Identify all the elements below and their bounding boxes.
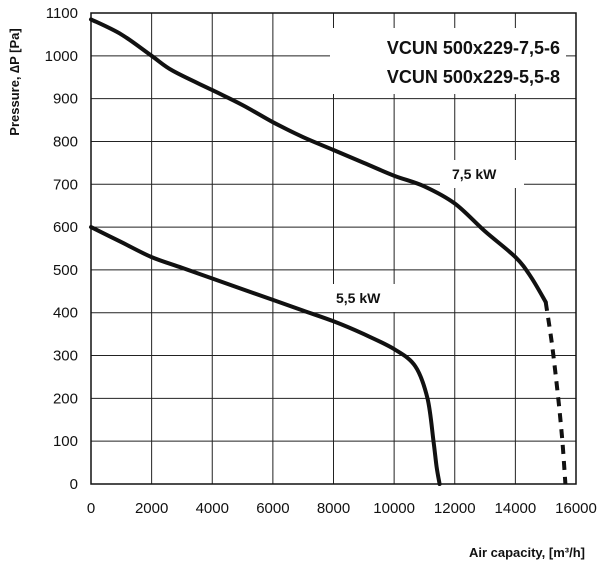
y-tick-label: 400 — [53, 305, 78, 322]
series-label-75kw: 7,5 kW — [452, 166, 497, 182]
x-tick-labels: 0 2000 4000 6000 8000 10000 12000 14000 16000 — [87, 500, 597, 517]
y-tick-label: 1100 — [46, 5, 78, 22]
y-tick-label: 100 — [53, 433, 78, 450]
model-label-line-2: VCUN 500x229-5,5-8 — [387, 67, 560, 87]
x-tick-label: 2000 — [135, 500, 168, 517]
y-tick-label: 800 — [53, 133, 78, 150]
series-label-55-bg — [326, 284, 396, 312]
x-tick-label: 8000 — [317, 500, 350, 517]
series-label-55kw: 5,5 kW — [336, 290, 381, 306]
x-axis-title: Air capacity, [m³/h] — [469, 545, 585, 560]
x-tick-label: 10000 — [373, 500, 415, 517]
y-tick-label: 300 — [53, 348, 78, 365]
x-tick-label: 14000 — [495, 500, 537, 517]
series-label-75-bg — [440, 160, 524, 188]
y-tick-label: 700 — [53, 176, 78, 193]
y-tick-label: 900 — [53, 91, 78, 108]
x-tick-label: 12000 — [434, 500, 476, 517]
x-tick-label: 4000 — [196, 500, 229, 517]
y-tick-label: 200 — [53, 390, 78, 407]
series-line-55kw — [89, 225, 442, 486]
y-tick-label: 1000 — [45, 48, 78, 65]
y-tick-label: 500 — [53, 262, 78, 279]
x-tick-label: 6000 — [256, 500, 289, 517]
y-axis-title: Pressure, ∆P [Pa] — [7, 28, 22, 135]
plot-frame — [90, 12, 577, 485]
series-line-75kw — [89, 17, 548, 304]
series-lines — [89, 17, 568, 486]
y-tick-label: 600 — [53, 219, 78, 236]
model-label-line-1: VCUN 500x229-7,5-6 — [387, 38, 560, 58]
model-label-box — [330, 28, 566, 94]
x-tick-label: 0 — [87, 500, 95, 517]
y-tick-label: 0 — [70, 476, 78, 493]
y-tick-labels: 0 100 200 300 400 500 600 700 800 900 1000 1100 — [45, 5, 78, 493]
x-tick-label: 16000 — [555, 500, 597, 517]
